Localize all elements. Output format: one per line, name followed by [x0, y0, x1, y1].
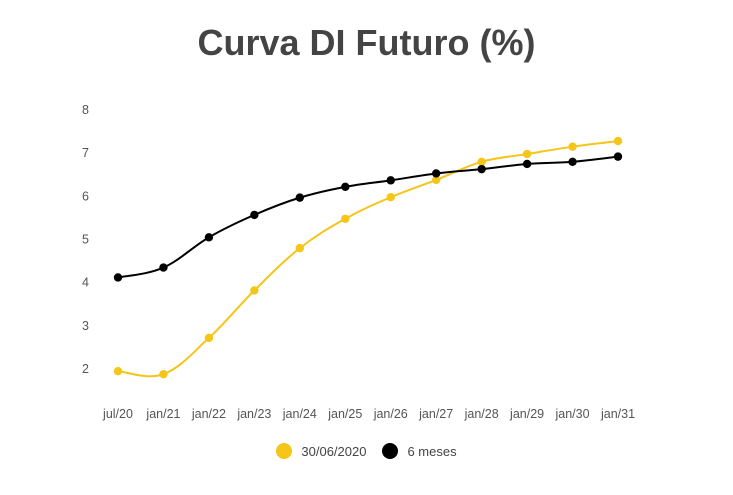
- legend-label-series-0: 30/06/2020: [301, 443, 367, 459]
- legend: 30/06/2020 6 meses: [0, 443, 733, 459]
- y-tick-label-6: 6: [82, 189, 89, 203]
- x-tick-label-11: jan/31: [600, 407, 635, 421]
- x-tick-label-3: jan/23: [236, 407, 271, 421]
- data-point-series-1-0[interactable]: [113, 273, 123, 282]
- x-tick-label-5: jan/25: [327, 407, 362, 421]
- data-point-series-1-8[interactable]: [477, 164, 486, 174]
- data-point-series-0-11[interactable]: [613, 136, 623, 146]
- y-tick-label-7: 7: [82, 146, 89, 160]
- y-tick-label-2: 2: [82, 362, 89, 376]
- x-axis: jul/20 jan/21 jan/22 jan/23 jan/24 jan/25 jan/…: [102, 407, 635, 421]
- x-tick-label-10: jan/30: [555, 407, 590, 421]
- data-point-series-0-6[interactable]: [386, 192, 395, 202]
- data-point-series-1-6[interactable]: [386, 176, 395, 185]
- data-point-series-1-1[interactable]: [159, 263, 168, 272]
- y-tick-label-8: 8: [82, 103, 89, 117]
- data-point-series-0-10[interactable]: [568, 142, 577, 151]
- data-point-series-0-8[interactable]: [477, 157, 486, 166]
- data-point-series-0-9[interactable]: [522, 149, 532, 159]
- x-tick-label-6: jan/26: [373, 407, 408, 421]
- data-point-series-0-2[interactable]: [204, 333, 214, 343]
- legend-swatch-series-0: [276, 443, 293, 459]
- data-point-series-1-5[interactable]: [341, 182, 350, 192]
- data-point-series-0-3[interactable]: [250, 286, 259, 295]
- data-point-series-1-4[interactable]: [295, 193, 305, 202]
- legend-item-series-0[interactable]: 30/06/2020: [276, 443, 366, 459]
- data-point-series-0-1[interactable]: [159, 369, 168, 379]
- series-line-1: [117, 155, 619, 279]
- x-tick-label-0: jul/20: [102, 407, 133, 421]
- x-tick-label-8: jan/28: [464, 407, 499, 421]
- data-point-series-0-5[interactable]: [341, 214, 350, 223]
- plot-area: [113, 136, 623, 379]
- legend-swatch-series-1: [382, 443, 399, 459]
- data-point-series-1-9[interactable]: [522, 159, 532, 169]
- chart-title: Curva DI Futuro (%): [197, 22, 536, 63]
- legend-label-series-1: 6 meses: [407, 443, 457, 459]
- data-point-series-0-4[interactable]: [295, 243, 305, 253]
- x-tick-label-9: jan/29: [509, 407, 544, 421]
- y-tick-label-4: 4: [82, 276, 89, 290]
- data-point-series-0-7[interactable]: [431, 175, 441, 185]
- y-tick-label-3: 3: [82, 319, 89, 333]
- y-tick-label-5: 5: [82, 233, 89, 247]
- data-point-series-0-0[interactable]: [113, 366, 123, 376]
- data-point-series-1-10[interactable]: [568, 157, 577, 166]
- x-tick-label-7: jan/27: [418, 407, 453, 421]
- data-point-series-1-3[interactable]: [250, 210, 259, 220]
- data-point-series-1-2[interactable]: [204, 233, 214, 242]
- x-tick-label-2: jan/22: [191, 407, 226, 421]
- legend-item-series-1[interactable]: 6 meses: [382, 443, 457, 459]
- data-point-series-1-7[interactable]: [431, 169, 441, 178]
- series-line-0: [117, 140, 619, 378]
- y-axis: 2 3 4 5 6 7 8: [82, 103, 89, 376]
- x-tick-label-4: jan/24: [282, 407, 317, 421]
- x-tick-label-1: jan/21: [145, 407, 180, 421]
- data-point-series-1-11[interactable]: [613, 152, 623, 161]
